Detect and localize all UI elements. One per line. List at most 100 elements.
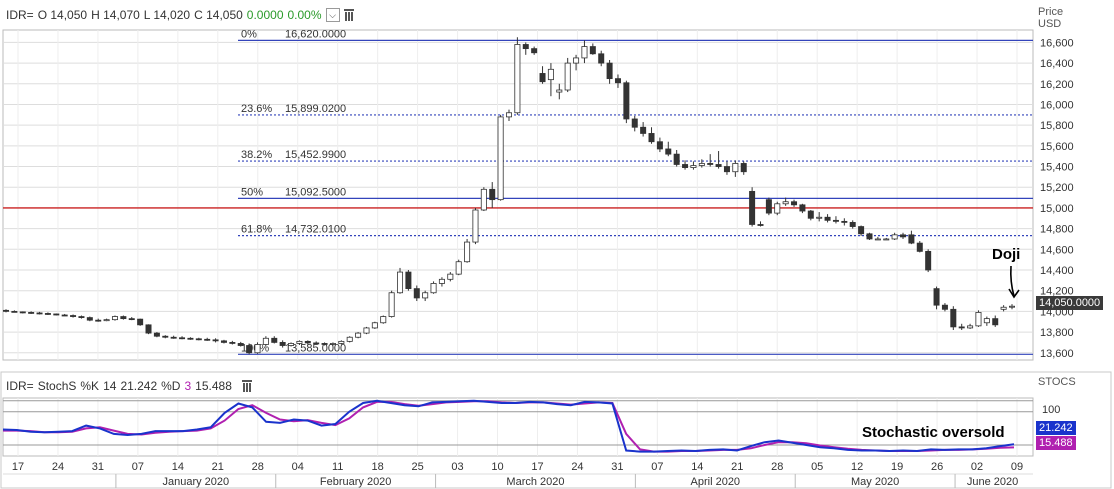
candle-body xyxy=(11,310,18,313)
candle xyxy=(975,310,982,327)
candle xyxy=(103,318,110,322)
candle-body xyxy=(682,164,689,168)
high-label: H xyxy=(91,8,100,22)
candle-body xyxy=(44,313,51,315)
candle-body xyxy=(204,338,211,341)
fib-value-label: 13,585.0000 xyxy=(285,342,346,354)
y-tick-label: 15,200 xyxy=(1040,182,1074,194)
candle-body xyxy=(539,73,546,83)
candle xyxy=(61,313,68,317)
month-label: March 2020 xyxy=(506,476,564,488)
candle-body xyxy=(254,344,261,354)
candle xyxy=(874,236,881,241)
candle xyxy=(472,207,479,245)
candle xyxy=(807,210,814,221)
candle-body xyxy=(36,312,43,315)
candle-body xyxy=(992,318,999,326)
candle xyxy=(11,310,18,313)
x-tick-label: 03 xyxy=(451,461,463,473)
indicator-section-frame xyxy=(0,371,1112,489)
x-tick-label: 17 xyxy=(12,461,24,473)
y-tick-label: 14,200 xyxy=(1040,286,1074,298)
indicator-name: StochS xyxy=(37,379,77,393)
doji-arrow-head xyxy=(1008,288,1020,299)
y-tick-label: 14,600 xyxy=(1040,244,1074,256)
candle xyxy=(438,277,445,287)
x-tick-label: 19 xyxy=(891,461,903,473)
candle-body xyxy=(346,336,353,342)
candle xyxy=(271,336,278,344)
candle xyxy=(397,267,404,294)
candle xyxy=(53,313,60,316)
candle xyxy=(153,332,160,338)
candle-body xyxy=(690,165,697,168)
candle xyxy=(648,127,655,144)
candle xyxy=(220,339,227,344)
fib-value-label: 15,452.9900 xyxy=(285,149,346,161)
low-label: L xyxy=(143,8,151,22)
candle-body xyxy=(791,201,798,206)
candle xyxy=(749,187,756,227)
indicator-symbol: IDR= xyxy=(6,379,34,393)
candle-body xyxy=(740,163,747,173)
candle xyxy=(514,37,521,115)
symbol-label: IDR= xyxy=(6,8,34,22)
fib-pct-label: 23.6% xyxy=(241,103,272,115)
x-tick-label: 07 xyxy=(651,461,663,473)
candle xyxy=(992,315,999,327)
trash-icon[interactable] xyxy=(241,380,252,392)
candle-body xyxy=(774,203,781,214)
candle xyxy=(723,161,730,175)
trash-icon[interactable] xyxy=(343,9,354,21)
candle-body xyxy=(858,226,865,235)
candle-body xyxy=(371,322,378,329)
x-tick-label: 05 xyxy=(811,461,823,473)
candle-body xyxy=(229,342,236,344)
fib-pct-label: 61.8% xyxy=(241,224,272,236)
stoch-100-label: 100 xyxy=(1042,404,1061,416)
candle xyxy=(782,197,789,206)
candle xyxy=(413,285,420,302)
candle-body xyxy=(623,82,630,120)
x-tick-label: 10 xyxy=(491,461,503,473)
month-label: May 2020 xyxy=(851,476,899,488)
candle xyxy=(614,74,621,88)
stoch-axis-title: STOCS xyxy=(1038,376,1076,388)
candle xyxy=(765,197,772,216)
candle-body xyxy=(933,288,940,306)
candle-body xyxy=(28,312,35,314)
candle-body xyxy=(866,233,873,240)
candle-body xyxy=(598,53,605,64)
candle xyxy=(816,212,823,222)
candle-body xyxy=(430,283,437,294)
candle xyxy=(640,122,647,137)
candle xyxy=(489,182,496,208)
chevron-down-icon[interactable]: ⌵ xyxy=(325,8,340,22)
candle xyxy=(522,42,529,55)
candle xyxy=(707,154,714,167)
candle xyxy=(497,114,504,201)
candle-body xyxy=(187,337,194,340)
candle-body xyxy=(321,343,328,345)
candle-body xyxy=(1000,306,1007,310)
candle xyxy=(187,337,194,340)
candle xyxy=(321,342,328,346)
y-tick-label: 15,600 xyxy=(1040,141,1074,153)
currency-label: USD xyxy=(1038,18,1062,30)
candle xyxy=(732,160,739,177)
y-tick-label: 16,400 xyxy=(1040,58,1074,70)
candle-body xyxy=(162,335,169,338)
candle-body xyxy=(958,326,965,329)
candle xyxy=(841,218,848,226)
candle-body xyxy=(195,338,202,341)
candle-body xyxy=(380,316,387,324)
candle xyxy=(673,150,680,167)
candle xyxy=(1009,304,1015,310)
candle xyxy=(137,318,144,326)
candle xyxy=(606,60,613,84)
candle-body xyxy=(757,224,764,226)
candle xyxy=(204,337,211,341)
candle xyxy=(933,286,940,310)
candle xyxy=(246,343,253,355)
